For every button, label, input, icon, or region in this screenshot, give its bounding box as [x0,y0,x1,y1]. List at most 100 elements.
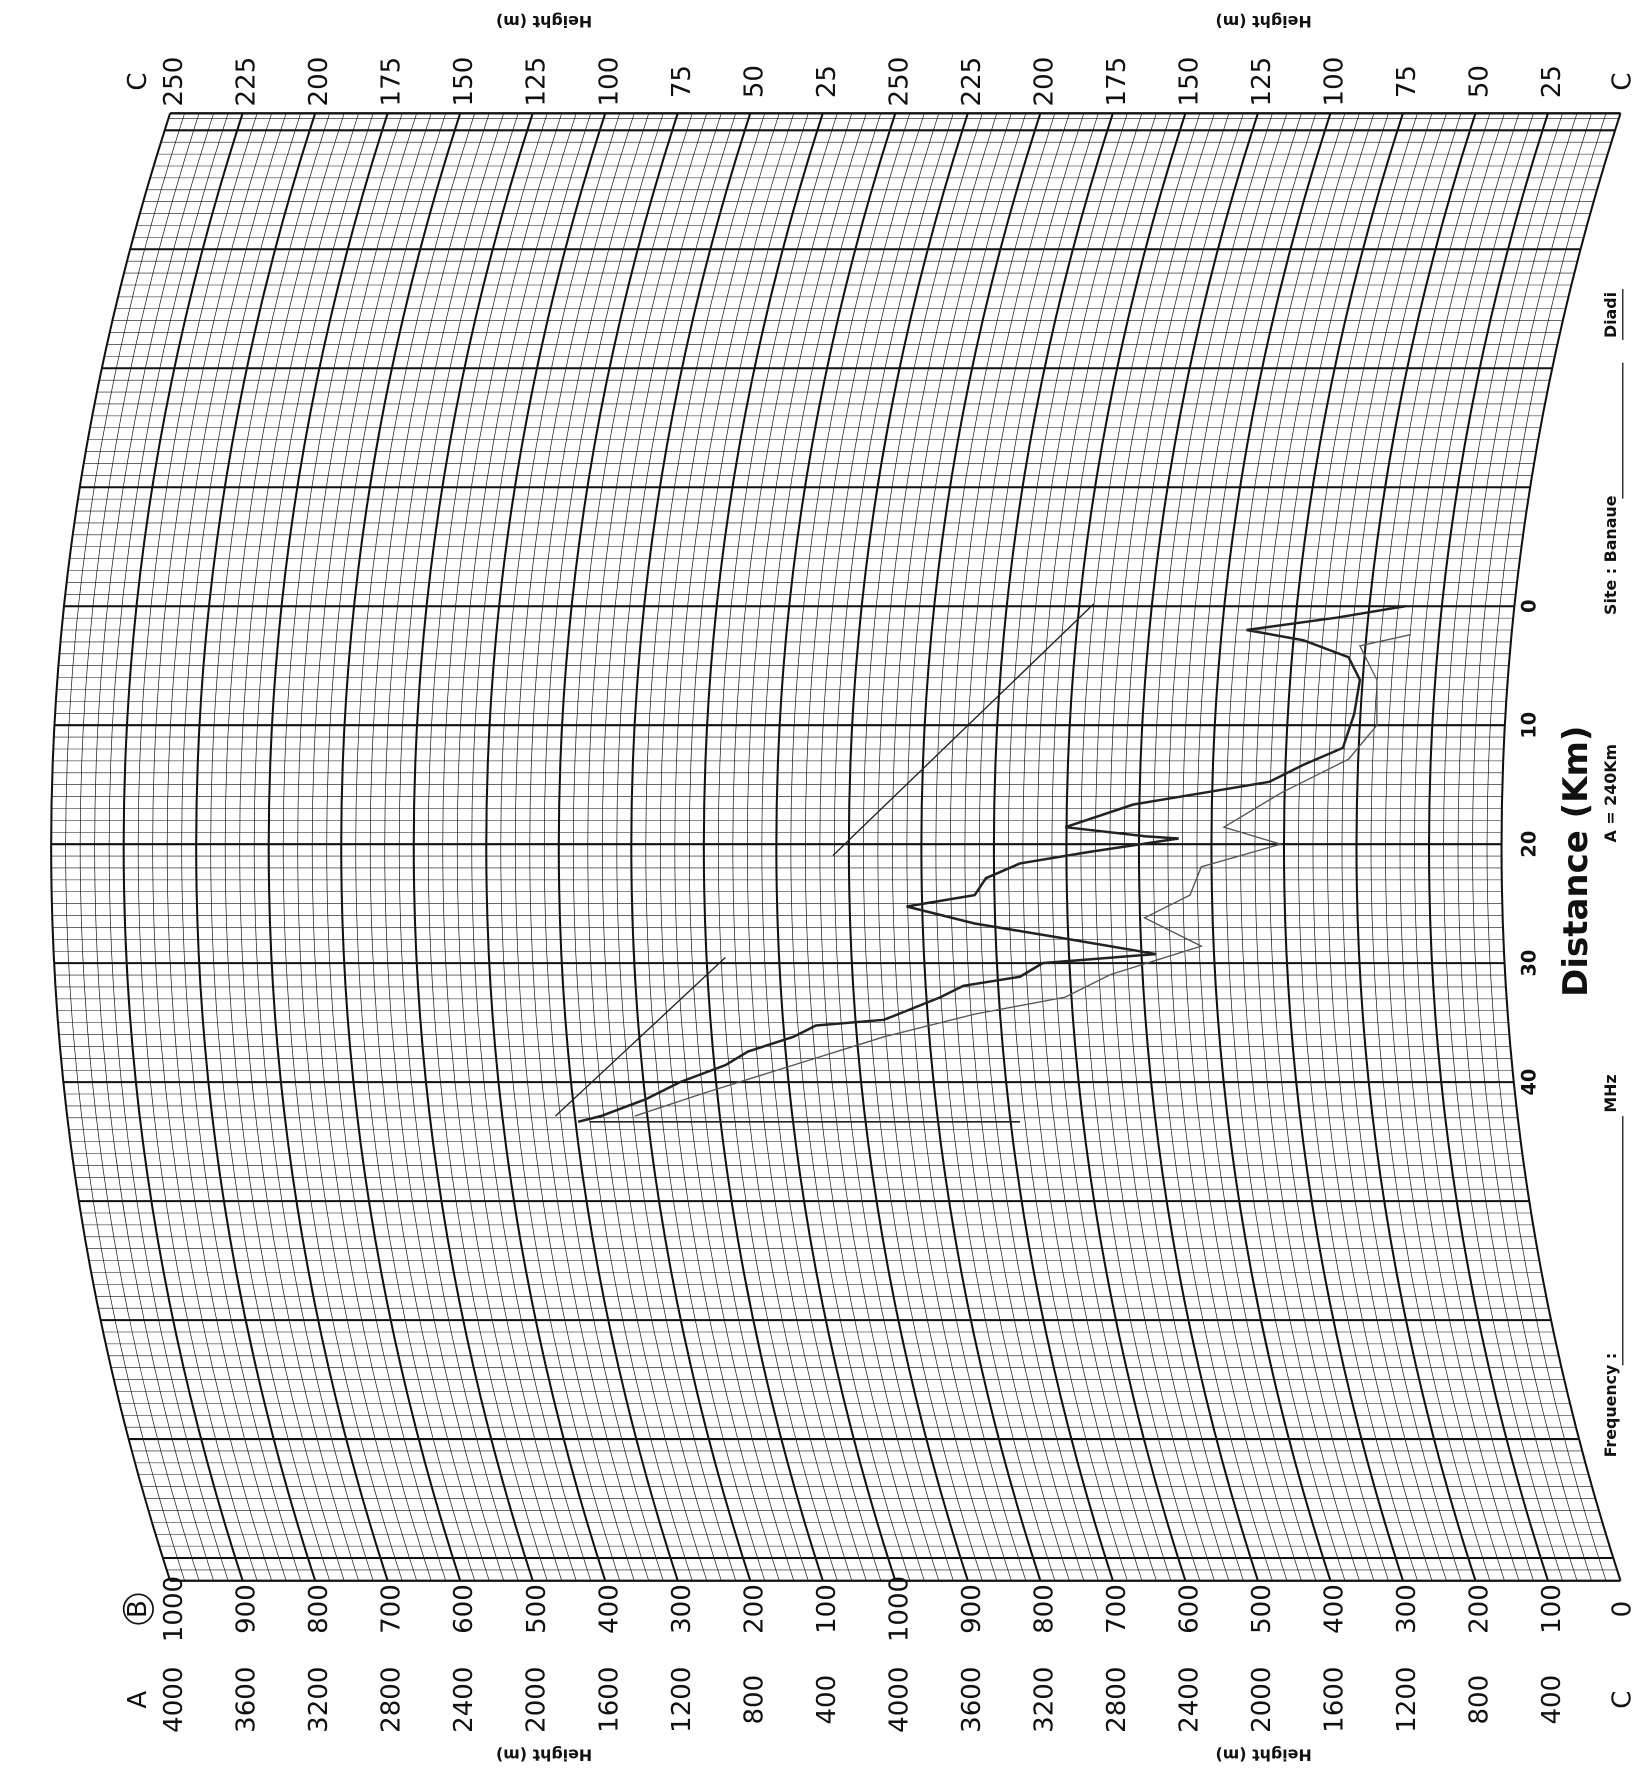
height-tick-label: 3600 [232,1667,262,1733]
page: { "header_labels": ["Height (m)", "Heigh… [0,0,1632,1779]
height-tick-label: 1200 [1392,1667,1422,1733]
height-arc-major [341,113,460,1580]
scale-letter: B [123,1600,153,1618]
height-tick-label: 700 [1102,1584,1132,1634]
height-label: Height (m) [1215,1746,1311,1765]
distance-tick-label: 30 [1517,950,1540,977]
height-arc-minor [1124,113,1243,1580]
height-arc-minor [907,113,1026,1580]
height-tick-label: 2400 [449,1667,479,1733]
height-arc-minor [1226,113,1345,1580]
height-arc-major [1284,113,1403,1580]
height-arc-minor [791,113,910,1580]
height-tick-label: 100 [1319,57,1349,107]
height-arc-major [776,113,895,1580]
height-tick-label: 900 [232,1584,262,1634]
height-tick-label: 1000 [884,1576,914,1642]
height-tick-label: 1000 [159,1576,189,1642]
height-arc-minor [936,113,1055,1580]
height-tick-label: 125 [522,57,552,107]
height-arc-minor [834,113,953,1580]
height-arc-minor [1415,113,1534,1580]
height-arc-minor [182,113,301,1580]
grid [51,113,1620,1580]
height-arc-minor [501,113,620,1580]
height-arc-major [921,113,1040,1580]
height-arc-minor [211,113,330,1580]
height-tick-label: 175 [377,57,407,107]
height-arc-minor [254,113,373,1580]
height-arc-minor [109,113,228,1580]
height-tick-label: 800 [1029,1584,1059,1634]
height-tick-label: 300 [1392,1584,1422,1634]
height-tick-label: 500 [1247,1584,1277,1634]
height-tick-label: 700 [377,1584,407,1634]
height-arc-major [124,113,243,1580]
frequency-unit: MHz [1601,1074,1620,1112]
height-tick-label: 225 [957,57,987,107]
terrain-profile [578,606,1405,1122]
site-label: Diadi [1601,292,1620,338]
height-tick-label: 1600 [594,1667,624,1733]
height-tick-label: 600 [1174,1584,1204,1634]
scale-letter: C [123,72,153,90]
height-tick-label: 25 [812,65,842,98]
height-arc-minor [544,113,663,1580]
height-tick-label: 250 [159,57,189,107]
height-arc-minor [646,113,765,1580]
height-tick-label: 75 [1392,65,1422,98]
height-tick-label: 2000 [522,1667,552,1733]
height-tick-label: 125 [1247,57,1277,107]
height-arc-minor [1298,113,1417,1580]
height-arc-minor [356,113,475,1580]
site-label: Site : Banaue [1601,496,1620,615]
height-tick-label: 2800 [377,1667,407,1733]
height-tick-label: 300 [667,1584,697,1634]
profile-sheet: Height (m) Height (m) Height (m) Height … [0,0,1632,1779]
height-arc-major [414,113,533,1580]
height-arc-minor [1269,113,1388,1580]
height-tick-label: 100 [594,57,624,107]
height-arc-major [704,113,823,1580]
line-of-sight [555,957,725,1116]
height-arc-minor [1052,113,1171,1580]
height-tick-label: 800 [739,1675,769,1725]
scale-letter: A [123,1691,153,1709]
height-arc-major [1139,113,1258,1580]
height-arc-minor [399,113,518,1580]
height-tick-label: 50 [1465,65,1495,98]
distance-tick-label: 10 [1517,712,1540,739]
height-arc-minor [327,113,446,1580]
height-tick-label: 3200 [304,1667,334,1733]
height-tick-label: 500 [522,1584,552,1634]
height-tick-label: 400 [1537,1675,1567,1725]
height-tick-label: 175 [1102,57,1132,107]
height-tick-label: 75 [667,65,697,98]
height-tick-label: 3600 [957,1667,987,1733]
height-tick-label: 225 [232,57,262,107]
height-tick-label: 100 [1537,1584,1567,1634]
height-tick-label: 800 [1465,1675,1495,1725]
height-arc-minor [762,113,881,1580]
scale-end-label: C [1607,72,1632,90]
height-tick-label: 200 [739,1584,769,1634]
height-tick-label: 2000 [1247,1667,1277,1733]
height-arc-minor [863,113,982,1580]
height-arc-minor [1197,113,1316,1580]
height-arc-major [196,113,315,1580]
height-tick-label: 25 [1537,65,1567,98]
height-tick-label: 50 [739,65,769,98]
height-tick-label: 200 [1465,1584,1495,1634]
scale-end-label: 0 [1607,1601,1632,1618]
height-tick-label: 600 [449,1584,479,1634]
height-tick-label: 1600 [1319,1667,1349,1733]
height-arc-minor [138,113,257,1580]
distance-tick-label: 40 [1517,1069,1540,1096]
height-arc-minor [1081,113,1200,1580]
height-arc-major [849,113,968,1580]
height-arc-minor [428,113,547,1580]
height-tick-label: 400 [1319,1584,1349,1634]
height-arc-major [269,113,388,1580]
distance-title: Distance (Km) [1556,726,1596,997]
height-arc-minor [472,113,591,1580]
